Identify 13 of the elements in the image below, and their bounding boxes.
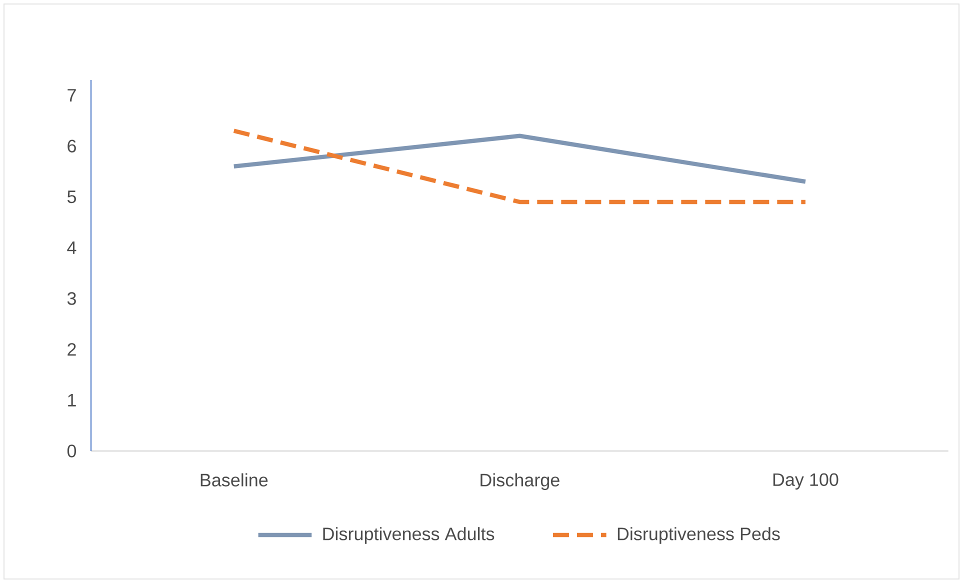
x-tick-label: Baseline bbox=[200, 473, 268, 486]
y-tick-label: 0 bbox=[67, 444, 76, 458]
y-tick-label: 3 bbox=[67, 292, 76, 305]
legend-label: Disruptiveness Peds bbox=[618, 527, 780, 544]
y-tick-label: 6 bbox=[68, 140, 76, 152]
legend-label: Disruptiveness Adults bbox=[323, 527, 494, 544]
x-tick-label: Day 100 bbox=[773, 473, 838, 490]
y-tick-label: 5 bbox=[67, 190, 76, 204]
y-tick-label: 4 bbox=[67, 242, 76, 254]
y-tick-label: 7 bbox=[68, 89, 76, 102]
y-tick-label: 1 bbox=[68, 394, 76, 406]
y-tick-label: 2 bbox=[68, 343, 76, 356]
x-tick-label: Discharge bbox=[480, 473, 560, 490]
